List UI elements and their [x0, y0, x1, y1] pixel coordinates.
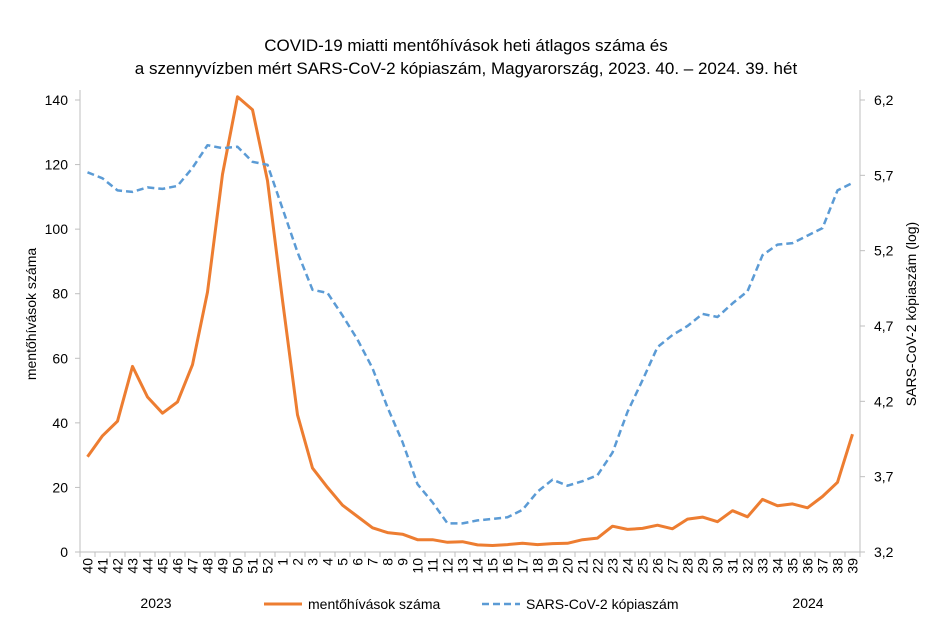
x-tick-label: 13: [455, 558, 471, 574]
x-tick-label: 38: [830, 558, 846, 574]
x-tick-label: 1: [275, 558, 291, 566]
x-tick-label: 37: [815, 558, 831, 574]
x-tick-label: 35: [785, 558, 801, 574]
year-label-2023: 2023: [140, 595, 171, 611]
x-tick-label: 9: [395, 558, 411, 566]
x-tick-label: 29: [695, 558, 711, 574]
x-tick-label: 27: [665, 558, 681, 574]
x-tick-label: 2: [290, 558, 306, 566]
y-tick-label-right: 4,2: [874, 393, 894, 409]
x-tick-label: 22: [590, 558, 606, 574]
x-tick-label: 25: [635, 558, 651, 574]
y-tick-label-left: 0: [60, 544, 68, 560]
x-tick-label: 18: [530, 558, 546, 574]
x-tick-label: 14: [470, 558, 486, 574]
chart-title-line-2: a szennyvízben mért SARS-CoV-2 kópiaszám…: [134, 59, 798, 78]
x-tick-label: 15: [485, 558, 501, 574]
x-tick-label: 34: [770, 558, 786, 574]
x-tick-label: 50: [230, 558, 246, 574]
x-tick-label: 8: [380, 558, 396, 566]
x-tick-label: 33: [755, 558, 771, 574]
x-tick-label: 39: [845, 558, 861, 574]
x-tick-label: 21: [575, 558, 591, 574]
x-tick-label: 16: [500, 558, 516, 574]
x-tick-label: 51: [245, 558, 261, 574]
x-tick-label: 11: [425, 558, 441, 573]
x-tick-label: 12: [440, 558, 456, 574]
x-tick-label: 42: [110, 558, 126, 574]
y-tick-label-left: 40: [52, 415, 68, 431]
y-tick-label-left: 80: [52, 286, 68, 302]
x-tick-label: 30: [710, 558, 726, 574]
y-tick-label-right: 3,2: [874, 544, 894, 560]
x-tick-label: 45: [155, 558, 171, 574]
y-axis-title-right: SARS-CoV-2 kópiaszám (log): [903, 222, 919, 406]
x-tick-label: 24: [620, 558, 636, 574]
x-tick-label: 41: [95, 558, 111, 574]
x-tick-label: 44: [140, 558, 156, 574]
y-tick-label-left: 120: [45, 157, 69, 173]
x-tick-label: 43: [125, 558, 141, 574]
x-tick-label: 19: [545, 558, 561, 574]
x-tick-label: 32: [740, 558, 756, 574]
y-tick-label-left: 60: [52, 350, 68, 366]
y-tick-label-right: 6,2: [874, 92, 894, 108]
x-tick-label: 46: [170, 558, 186, 574]
y-tick-label-left: 140: [45, 92, 69, 108]
x-tick-label: 7: [365, 558, 381, 566]
legend-label-1: mentőhívások száma: [308, 596, 440, 612]
y-axis-title-left: mentőhívások száma: [23, 248, 39, 380]
y-tick-label-left: 20: [52, 479, 68, 495]
x-tick-label: 31: [725, 558, 741, 574]
year-label-2024: 2024: [792, 595, 823, 611]
series-line-1: [86, 95, 854, 547]
x-tick-label: 17: [515, 558, 531, 574]
x-tick-label: 23: [605, 558, 621, 574]
series-line-2: [87, 143, 854, 525]
legend-label-2: SARS-CoV-2 kópiaszám: [526, 596, 679, 612]
x-tick-label: 5: [335, 558, 351, 566]
y-tick-label-right: 3,7: [874, 469, 894, 485]
y-tick-label-right: 5,7: [874, 167, 894, 183]
x-tick-label: 3: [305, 558, 321, 566]
y-tick-label-left: 100: [45, 221, 69, 237]
x-tick-label: 4: [320, 558, 336, 566]
x-tick-label: 52: [260, 558, 276, 574]
x-tick-label: 10: [410, 558, 426, 574]
x-tick-label: 20: [560, 558, 576, 574]
x-tick-label: 49: [215, 558, 231, 574]
x-tick-label: 36: [800, 558, 816, 574]
x-tick-label: 40: [80, 558, 96, 574]
x-tick-label: 48: [200, 558, 216, 574]
x-tick-label: 6: [350, 558, 366, 566]
x-tick-label: 28: [680, 558, 696, 574]
y-tick-label-right: 5,2: [874, 243, 894, 259]
x-tick-label: 47: [185, 558, 201, 574]
x-tick-label: 26: [650, 558, 666, 574]
y-tick-label-right: 4,7: [874, 318, 894, 334]
chart-title-line-1: COVID-19 miatti mentőhívások heti átlago…: [264, 36, 668, 55]
